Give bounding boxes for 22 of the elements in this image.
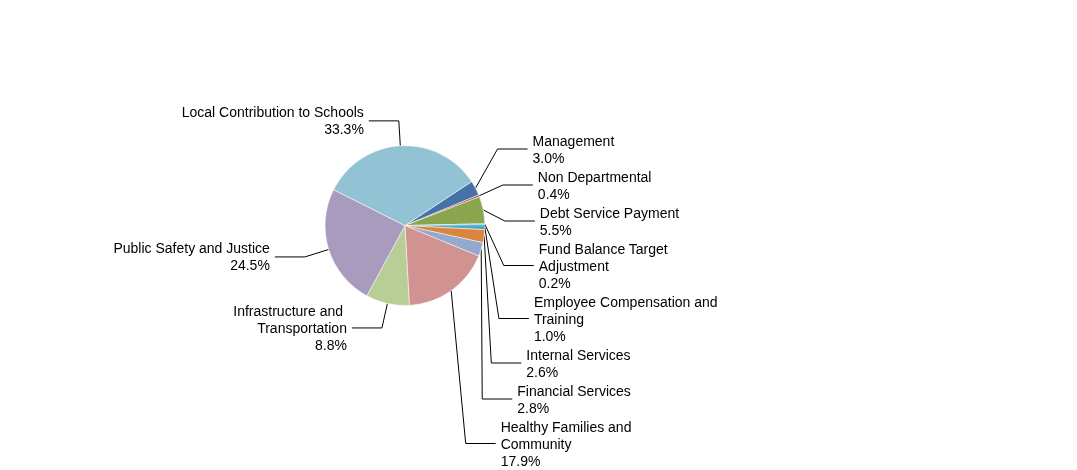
data-label: 0.4% [537,185,570,202]
slice-label: Fund Balance Target Adjustment [538,240,672,274]
slice-label: Local Contribution to Schools [181,104,364,121]
slice-label: Internal Services [526,346,631,363]
data-label: 8.8% [315,336,347,353]
data-label: 2.8% [517,399,550,416]
data-label: 24.5% [230,257,270,274]
slice-label: Infrastructure and Transportation [233,302,347,336]
slice-label: Healthy Families and Community [500,418,636,452]
slice-label: Non Departmental [537,168,652,185]
slice-label: Management [532,132,615,149]
data-label: 0.2% [538,274,571,291]
data-label: 33.3% [324,121,364,138]
data-label: 17.9% [500,452,541,469]
slice-label: Financial Services [517,382,631,399]
data-label: 2.6% [526,363,559,380]
data-label: 3.0% [532,149,565,166]
data-label: 1.0% [533,327,566,344]
slice-label: Debt Service Payment [539,204,680,221]
data-label: 5.5% [539,221,572,238]
slice-label: Employee Compensation and Training [533,293,722,327]
slice-label: Public Safety and Justice [113,240,271,257]
